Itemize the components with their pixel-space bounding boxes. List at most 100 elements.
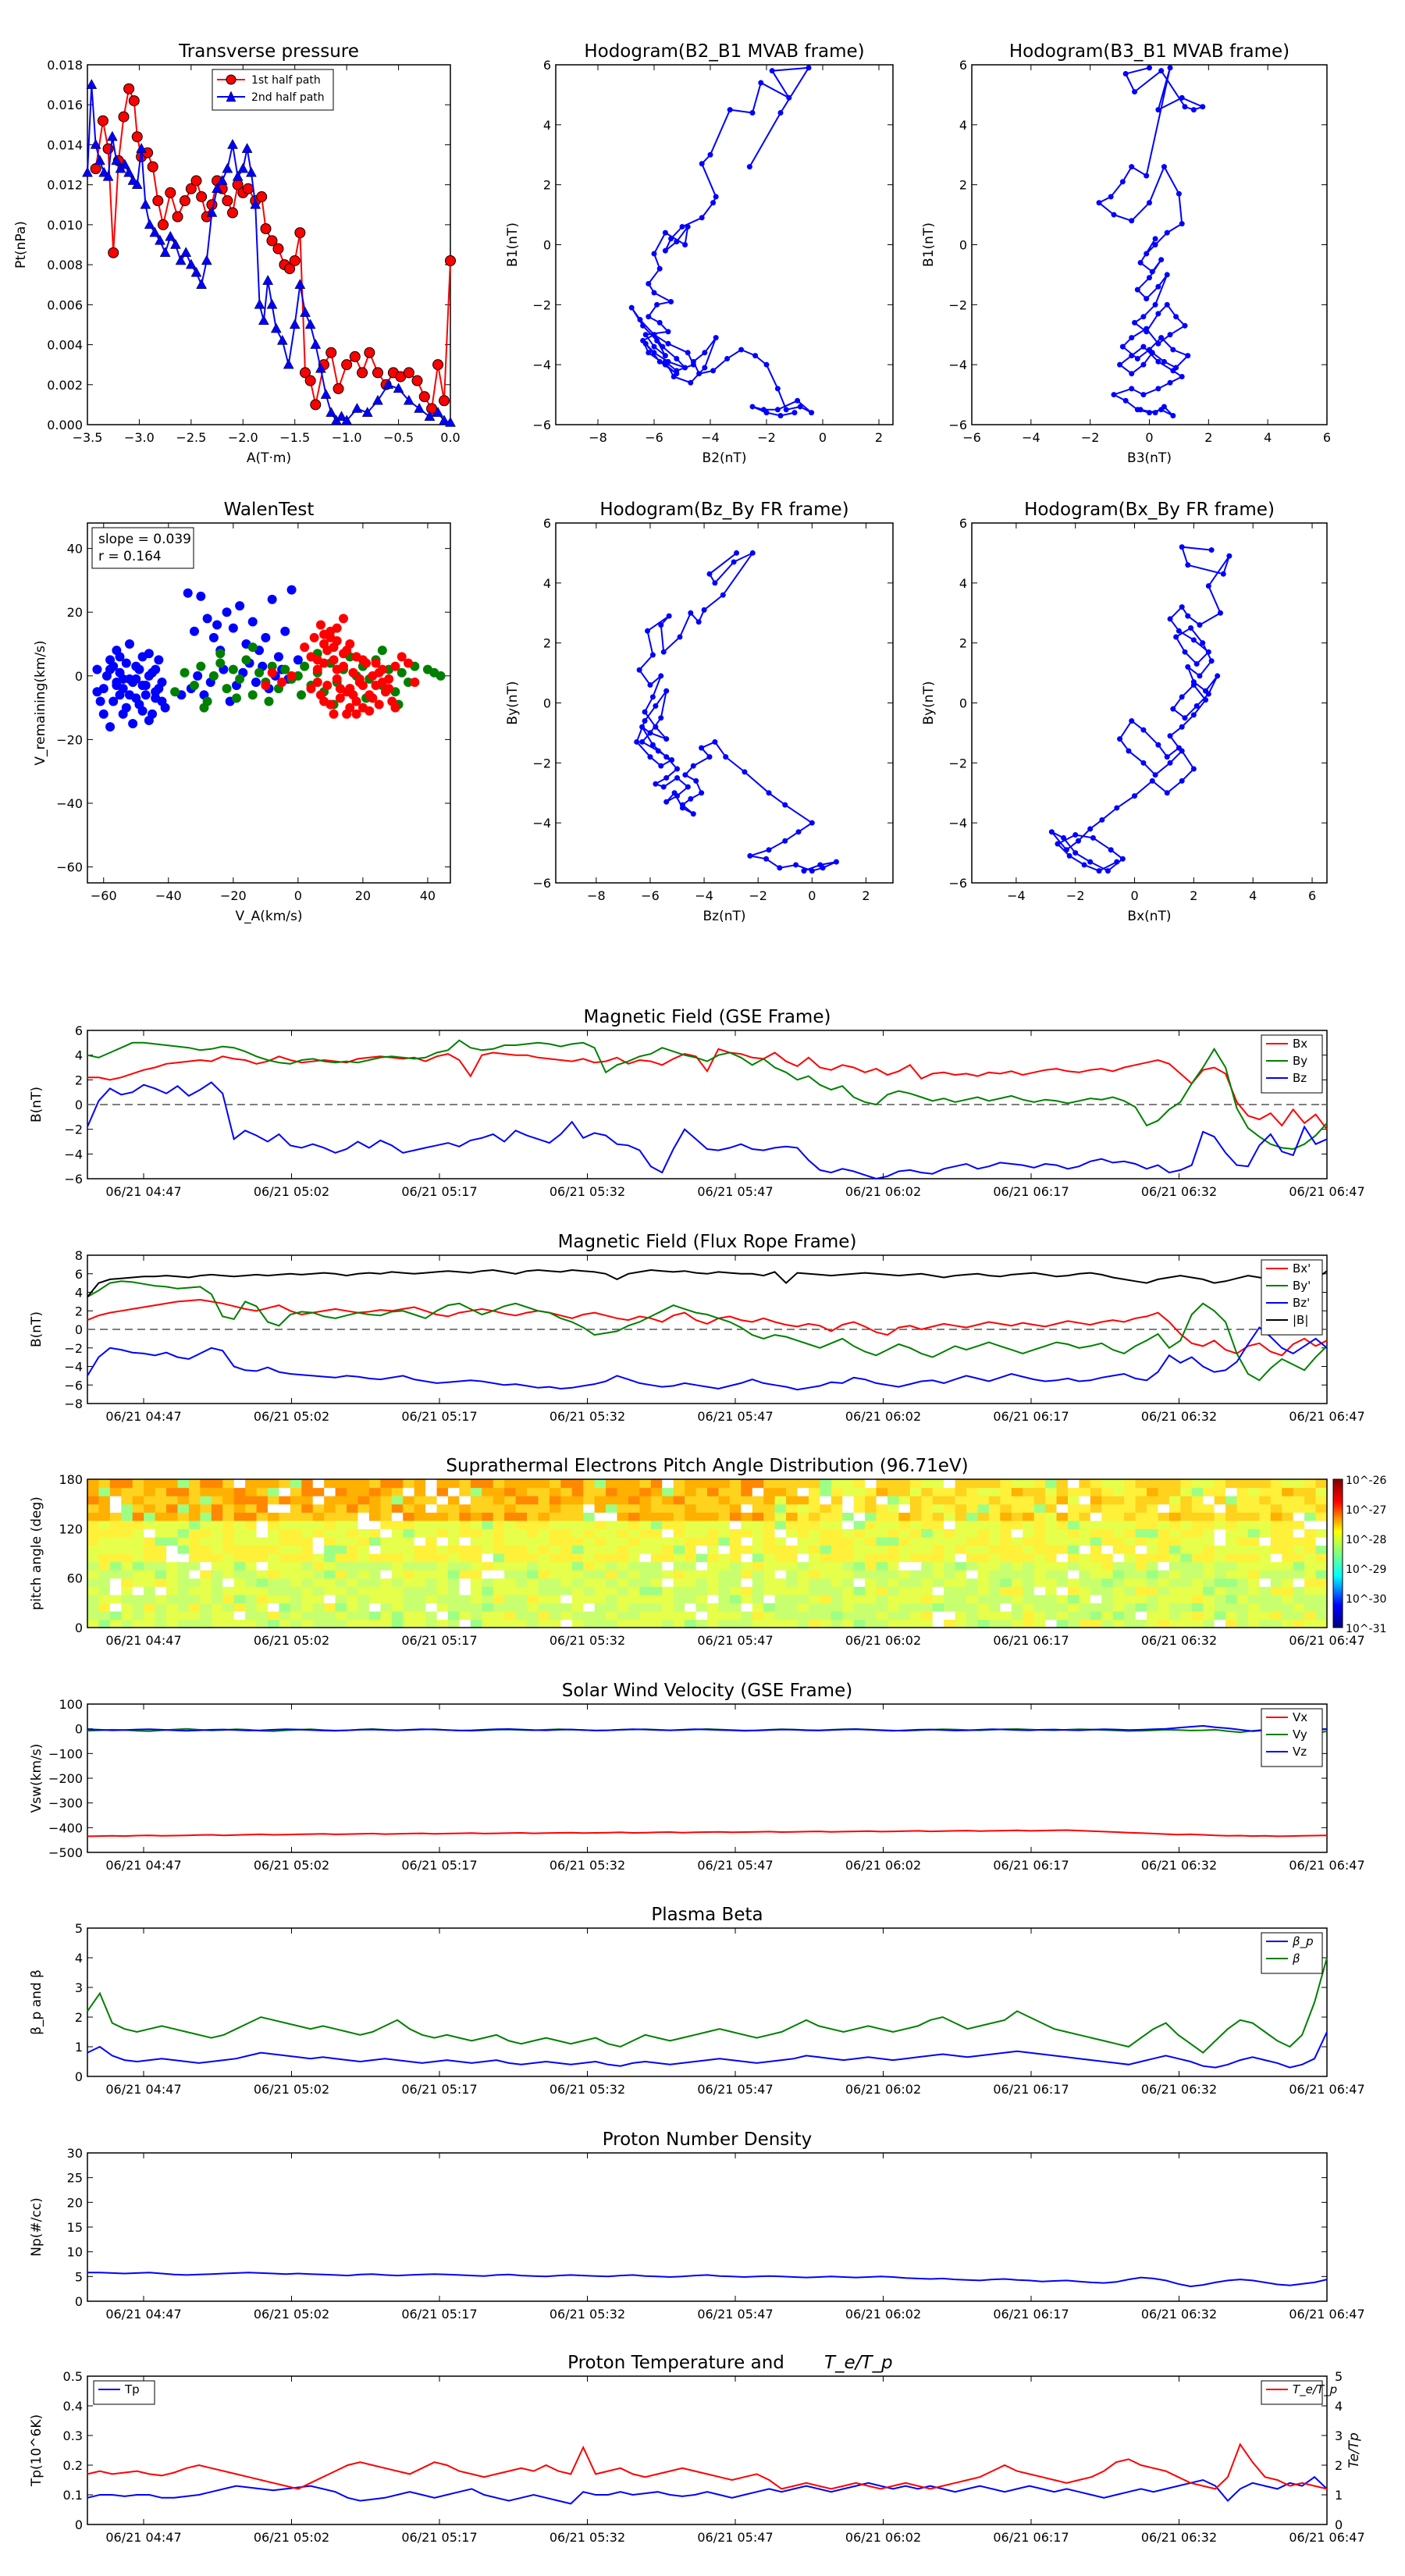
pad-cell	[267, 1545, 280, 1554]
pad-cell	[1225, 1479, 1238, 1489]
pad-cell	[718, 1570, 731, 1579]
pt-point-triangle	[136, 143, 148, 153]
pad-cell	[662, 1487, 674, 1496]
pad-cell	[865, 1586, 877, 1596]
pad-cell	[1112, 1487, 1125, 1496]
pad-cell	[1203, 1536, 1215, 1546]
pad-cell	[324, 1512, 336, 1521]
pad-cell	[1135, 1553, 1147, 1563]
hodo1-point	[702, 350, 708, 356]
pad-cell	[707, 1553, 720, 1563]
pt-point-triangle	[262, 275, 274, 285]
pad-cell	[763, 1503, 776, 1513]
pad-cell	[211, 1512, 223, 1521]
pad-cell	[628, 1520, 640, 1529]
pad-cell	[414, 1487, 426, 1496]
pad-cell	[1090, 1586, 1102, 1596]
pad-cell	[482, 1619, 494, 1628]
pad-cell	[685, 1512, 697, 1521]
hodo4-point	[1126, 748, 1132, 754]
pad-cell	[752, 1603, 764, 1612]
pad-cell	[1045, 1619, 1058, 1628]
pad-cell	[98, 1520, 111, 1529]
pad-cell	[606, 1512, 618, 1521]
pad-cell	[1293, 1536, 1305, 1546]
pad-cell	[842, 1603, 855, 1612]
pad-cell	[876, 1578, 888, 1587]
pad-cell	[763, 1545, 776, 1554]
pad-cell	[87, 1520, 100, 1529]
hodo2-point	[1140, 343, 1147, 350]
hodo4-point	[1076, 838, 1081, 844]
pad-cell	[1191, 1545, 1204, 1554]
pad-cell	[1101, 1603, 1114, 1612]
tp-xtick-label: 06/21 04:47	[105, 2530, 181, 2545]
walen-point-green	[215, 658, 226, 668]
pad-cell	[109, 1594, 122, 1603]
pad-cell	[414, 1479, 426, 1489]
pad-cell	[1158, 1619, 1170, 1628]
pad-cell	[301, 1594, 314, 1603]
pad-cell	[1033, 1503, 1046, 1513]
pad-cell	[628, 1528, 640, 1538]
hodo2-point	[1155, 386, 1161, 392]
pad-cell	[932, 1503, 944, 1513]
pad-cell	[1158, 1610, 1170, 1621]
pad-cell	[200, 1545, 212, 1554]
pad-cell	[470, 1545, 482, 1554]
pad-cell	[301, 1586, 314, 1596]
pt-point-circle	[304, 375, 316, 386]
pad-cell	[549, 1479, 561, 1489]
hodo1-ytick-label: 4	[543, 118, 551, 133]
pad-cell	[650, 1528, 663, 1538]
tp-xtick-label: 06/21 06:02	[845, 2530, 921, 2545]
hodo3-point	[817, 862, 823, 868]
pt-point-circle	[426, 403, 438, 415]
pad-cell	[1000, 1503, 1012, 1513]
hodo1-point	[713, 194, 719, 200]
pt-xlabel: A(T·m)	[247, 450, 291, 466]
pad-cell	[335, 1520, 347, 1529]
pad-cell	[1293, 1619, 1305, 1628]
pad-cell	[571, 1594, 584, 1603]
pad-cell	[571, 1586, 584, 1596]
pad-cell	[1304, 1487, 1317, 1496]
pad-cell	[200, 1619, 212, 1628]
pad-cell	[301, 1528, 314, 1538]
walen-point-green	[190, 681, 200, 691]
pt-point-circle	[325, 347, 337, 358]
hodo2-point	[1164, 272, 1170, 278]
walen-point-blue	[92, 664, 102, 674]
hodo4-xtick-label: 0	[1130, 888, 1138, 903]
pad-cell	[233, 1610, 246, 1621]
vsw-xtick-label: 06/21 04:47	[105, 1858, 181, 1873]
pad-cell	[820, 1479, 832, 1489]
pt-point-triangle	[190, 266, 202, 277]
pad-cell	[1101, 1578, 1114, 1587]
hodo2-point	[1179, 374, 1185, 380]
pad-cell	[347, 1512, 359, 1521]
pad-cell	[583, 1619, 596, 1628]
pad-cell	[853, 1520, 866, 1529]
hodo4-point	[1129, 718, 1135, 724]
pad-cell	[1033, 1512, 1046, 1521]
hodo3-point	[679, 802, 685, 808]
pad-cell	[718, 1545, 731, 1554]
pad-cell	[898, 1586, 911, 1596]
pad-cell	[1124, 1610, 1136, 1621]
pad-cell	[898, 1578, 911, 1587]
hodo2-panel: Hodogram(B3_B1 MVAB frame)−6 −4 −2 0 2 4 6−6−4…	[921, 41, 1331, 466]
pad-cell	[786, 1496, 799, 1505]
hodo2-point	[1182, 104, 1188, 110]
pt-point-triangle	[294, 279, 306, 289]
pad-cell	[774, 1528, 787, 1538]
pad-cell	[820, 1520, 832, 1529]
pad-cell	[853, 1503, 866, 1513]
pad-cell	[1112, 1603, 1125, 1612]
pad-cell	[718, 1479, 731, 1489]
pad-cell	[425, 1561, 438, 1571]
pad-cell	[571, 1528, 584, 1538]
pad-cell	[121, 1570, 133, 1579]
walen-point-red	[322, 681, 333, 691]
pad-cell	[797, 1619, 809, 1628]
